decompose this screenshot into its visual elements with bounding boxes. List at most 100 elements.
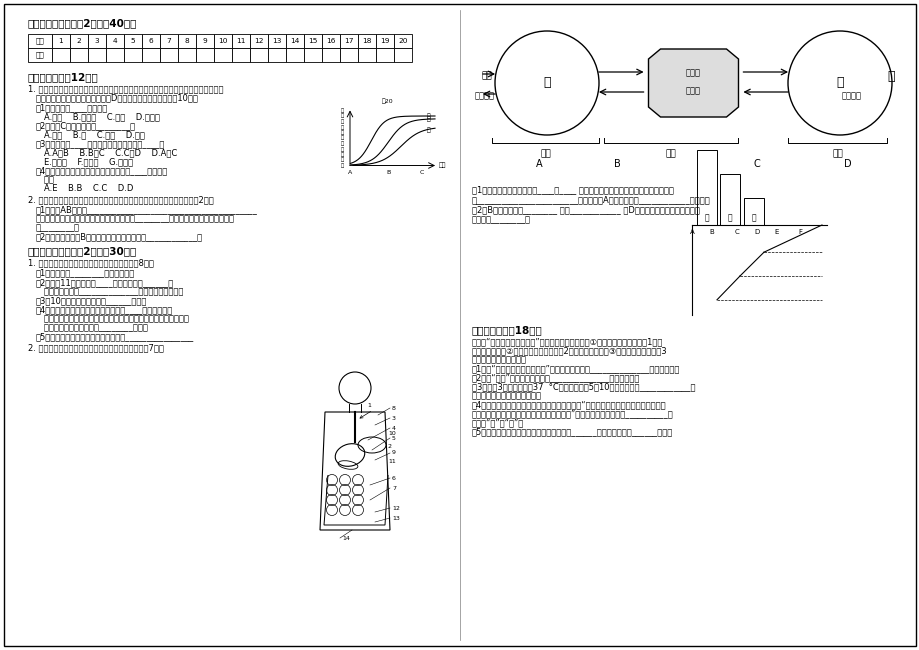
Text: （1）以“牙齿的咊嚼、舌的搞拌”为变量时，应选取______________两组作对照。: （1）以“牙齿的咊嚼、舌的搞拌”为变量时，应选取______________两组…: [471, 364, 680, 373]
Text: 11: 11: [388, 459, 395, 464]
Bar: [697, 150, 716, 225]
Text: 选项: 选项: [36, 52, 44, 58]
Text: （3）若化3支试管都放入37  °C左右温水中，5～10分钟后取出，____________号: （3）若化3支试管都放入37 °C左右温水中，5～10分钟后取出，_______…: [471, 382, 695, 391]
Bar: [340, 34, 357, 48]
Text: （1）曲线AB段表示________________________________________: （1）曲线AB段表示______________________________…: [36, 205, 257, 214]
Text: 19: 19: [380, 38, 390, 44]
Text: 度: 度: [340, 163, 343, 168]
Text: A.E    B.B    C.C    D.D: A.E B.B C.C D.D: [44, 184, 133, 193]
Text: 号试管中不搞拌。试问：: 号试管中不搞拌。试问：: [471, 355, 527, 364]
Text: 动脉血: 动脉血: [686, 68, 700, 77]
Text: （3）蛋白质在____中进行消化，其终产物是____。: （3）蛋白质在____中进行消化，其终产物是____。: [36, 139, 165, 148]
Text: D: D: [754, 229, 759, 235]
Text: B: B: [386, 170, 390, 174]
Text: 图20: 图20: [381, 98, 393, 103]
Text: 12: 12: [254, 38, 264, 44]
Text: 5: 5: [391, 436, 395, 441]
Bar: [376, 48, 393, 62]
Text: 4: 4: [112, 38, 118, 44]
Text: （2）以“唤液”为变量时，应选取______________两组作对照。: （2）以“唤液”为变量时，应选取______________两组作对照。: [471, 373, 640, 382]
Text: A.A和B    B.B和C    C.C和D    D.A和C: A.A和B B.B和C C.C和D D.A和C: [44, 148, 177, 157]
Bar: [720, 174, 739, 225]
Bar: [70, 48, 88, 62]
Text: A.糖类    B.蛋白质    C.脂肪    D.维生素: A.糖类 B.蛋白质 C.脂肪 D.维生素: [44, 112, 160, 121]
Text: 10: 10: [388, 431, 395, 436]
Text: 丙: 丙: [426, 113, 430, 119]
Text: 血管: 血管: [665, 150, 675, 159]
Bar: [340, 48, 357, 62]
Text: 时肺内气压的变化；此时，助间肌和膌肌处于________状态；胸廓的前后径和上下径: 时肺内气压的变化；此时，助间肌和膌肌处于________状态；胸廓的前后径和上下…: [36, 214, 234, 223]
Bar: [322, 34, 340, 48]
Text: 在探究“餬头在口腔中的变化”时，进行了三种处理，①将餬头碎屑与唤液放入1号试: 在探究“餬头在口腔中的变化”时，进行了三种处理，①将餬头碎屑与唤液放入1号试: [471, 337, 663, 346]
Text: 2: 2: [388, 444, 391, 449]
Text: 12: 12: [391, 506, 400, 510]
Text: 类: 类: [340, 125, 343, 129]
Text: 程: 程: [340, 157, 343, 162]
Text: （5）通过以上实验可知，口腔对淠粉能进行______消化，又能进行______消化。: （5）通过以上实验可知，口腔对淠粉能进行______消化，又能进行______消…: [471, 427, 673, 436]
Text: 16: 16: [326, 38, 335, 44]
Text: 四、探究题（入18分）: 四、探究题（入18分）: [471, 325, 542, 335]
Text: F: F: [797, 229, 801, 235]
Text: 11: 11: [236, 38, 245, 44]
Text: 氧: 氧: [542, 77, 550, 90]
Bar: [196, 34, 214, 48]
Text: 20: 20: [398, 38, 407, 44]
Text: 17: 17: [344, 38, 354, 44]
Text: （1）曲线甲是____的消化。: （1）曲线甲是____的消化。: [36, 103, 108, 112]
Bar: [250, 48, 267, 62]
Bar: [376, 34, 393, 48]
Text: 三、识图题（每小题2分，入30分）: 三、识图题（每小题2分，入30分）: [28, 246, 137, 256]
Bar: [160, 34, 177, 48]
Text: 3: 3: [391, 415, 395, 421]
Text: （4）我们在制定这项探究计划时，有同学提出：“除了以上三种处理外还要进行第四种: （4）我们在制定这项探究计划时，有同学提出：“除了以上三种处理外还要进行第四种: [471, 400, 666, 409]
Bar: [357, 48, 376, 62]
Bar: [28, 48, 52, 62]
Text: 化: 化: [340, 152, 343, 157]
Bar: [88, 34, 106, 48]
Text: 2. 下图为呼吸过程示意图，请据图回答下列问题。（7分）: 2. 下图为呼吸过程示意图，请据图回答下列问题。（7分）: [28, 343, 164, 352]
Text: （1）人体内的气体交换包括____和____ 两个过程（用图中字母表示），它们都是通: （1）人体内的气体交换包括____和____ 两个过程（用图中字母表示），它们都…: [471, 185, 673, 194]
Text: A.食道    B.胃    C.小肠    D.大肠: A.食道 B.胃 C.小肠 D.大肠: [44, 130, 144, 139]
Bar: [286, 34, 303, 48]
Text: （2）字母C代表的器官是________。: （2）字母C代表的器官是________。: [36, 121, 136, 130]
Text: 8: 8: [185, 38, 189, 44]
Text: 空气: 空气: [482, 72, 493, 81]
Text: 1. 如图为消化系统图，请分析回答以下问题：（8分）: 1. 如图为消化系统图，请分析回答以下问题：（8分）: [28, 258, 153, 267]
Text: 道。: 道。: [36, 175, 54, 184]
Text: 食物中的糖类、______________的消化起重要作用。: 食物中的糖类、______________的消化起重要作用。: [36, 287, 183, 296]
Text: 甲: 甲: [727, 213, 732, 222]
Bar: [106, 34, 124, 48]
Bar: [267, 48, 286, 62]
Bar: [52, 48, 70, 62]
Bar: [124, 48, 142, 62]
Bar: [393, 34, 412, 48]
Text: 二氧化碳: 二氧化碳: [474, 92, 494, 101]
Text: 二氧化碳: 二氧化碳: [841, 92, 861, 101]
Text: 1. 下图是食物经过人体消化道时，糖类、蛋白质和脂肪被化学消化的程度，字母表示组: 1. 下图是食物经过人体消化道时，糖类、蛋白质和脂肪被化学消化的程度，字母表示组: [28, 84, 223, 93]
Text: 乙: 乙: [426, 127, 430, 133]
Bar: [177, 34, 196, 48]
Text: A: A: [347, 170, 352, 174]
Bar: [322, 48, 340, 62]
Bar: [214, 48, 232, 62]
Text: （4）人体消化和吸收的主要器官是图中____（填标号）所: （4）人体消化和吸收的主要器官是图中____（填标号）所: [36, 305, 173, 314]
Bar: [286, 48, 303, 62]
Bar: [70, 34, 88, 48]
Text: 示结构，其内表面具有皱襄和绒毛且小肠绒毛毛薄、毛细血管、淡: 示结构，其内表面具有皱襄和绒毛且小肠绒毛毛薄、毛细血管、淡: [36, 314, 188, 323]
Circle shape: [494, 31, 598, 135]
Text: 消: 消: [340, 146, 343, 151]
Text: 要（填“有”或“不”）: 要（填“有”或“不”）: [471, 418, 524, 427]
Text: 处理，就是将餬头块与清水放入试管中不搞拌”，你认为这第四种处理__________必: 处理，就是将餬头块与清水放入试管中不搞拌”，你认为这第四种处理_________…: [471, 409, 673, 418]
Bar: [196, 48, 214, 62]
Text: B: B: [709, 229, 713, 235]
Text: 巴管密密相邻，仅由一层________构成；: 巴管密密相邻，仅由一层________构成；: [36, 323, 148, 332]
Text: 甲: 甲: [426, 116, 430, 122]
Text: （1）口腔内的________能分泌唤液；: （1）口腔内的________能分泌唤液；: [36, 268, 135, 277]
Text: 细胞: 细胞: [831, 150, 842, 159]
Text: E: E: [774, 229, 778, 235]
Text: 8: 8: [391, 406, 395, 411]
Text: 糖: 糖: [340, 119, 343, 124]
Bar: [160, 48, 177, 62]
Text: 时间: 时间: [438, 162, 446, 168]
Text: 化碳进入________。: 化碳进入________。: [471, 215, 530, 224]
